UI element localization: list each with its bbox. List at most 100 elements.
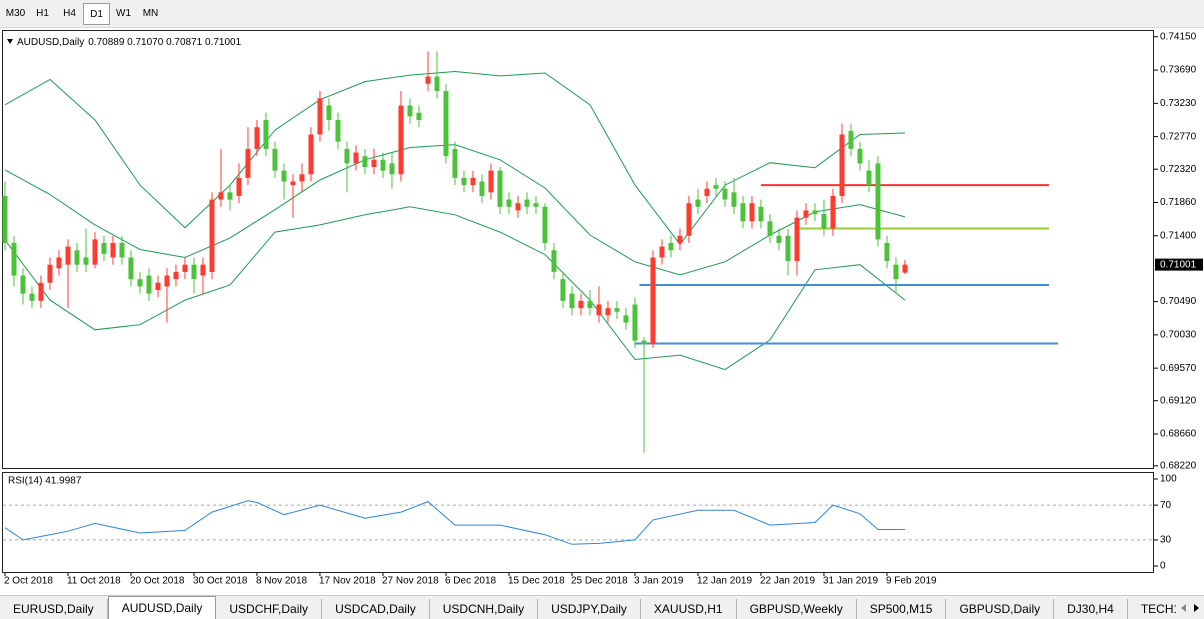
x-tick-label: 12 Jan 2019 — [697, 576, 752, 587]
y-tick-label: 0.71860 — [1160, 197, 1197, 208]
candle-body — [110, 242, 116, 258]
candle-body — [191, 264, 197, 280]
x-tick-label: 31 Jan 2019 — [823, 576, 878, 587]
candle-body — [56, 257, 62, 269]
chart-tab[interactable]: XAUUSD,H1 — [641, 599, 737, 619]
candle-body — [443, 91, 449, 157]
candle-body — [218, 192, 224, 200]
bollinger-lower — [4, 206, 906, 371]
candle-body — [11, 242, 17, 276]
tab-scroll[interactable] — [1176, 596, 1204, 619]
chart-tab[interactable]: DJ30,H4 — [1054, 599, 1128, 619]
scroll-left[interactable] — [1181, 604, 1186, 612]
candle-body — [902, 264, 908, 273]
candle-body — [596, 304, 602, 316]
candle-body — [650, 257, 656, 345]
candle-body — [452, 148, 458, 178]
candle-body — [182, 264, 188, 272]
candle-body — [551, 250, 557, 272]
candle-body — [416, 112, 422, 120]
candle-body — [893, 264, 899, 280]
chart-tab[interactable]: USDJPY,Daily — [538, 599, 641, 619]
candle-body — [758, 206, 764, 222]
y-tick-label: 0.71400 — [1160, 230, 1197, 241]
chart-tab[interactable]: GBPUSD,Weekly — [737, 599, 857, 619]
x-tick-label: 25 Dec 2018 — [571, 576, 628, 587]
timeframe-button[interactable]: W1 — [116, 7, 131, 19]
y-tick-label: 0.68660 — [1160, 429, 1197, 440]
candle-body — [704, 188, 710, 196]
chart-tab[interactable]: AUDUSD,Daily — [107, 596, 217, 619]
candle-body — [587, 300, 593, 309]
chart-tab[interactable]: EURUSD,Daily — [0, 599, 108, 619]
y-tick-label: 0.70030 — [1160, 330, 1197, 341]
x-tick-label: 2 Oct 2018 — [4, 576, 53, 587]
timeframe-button[interactable]: H1 — [36, 7, 49, 19]
candle-body — [695, 199, 701, 207]
candle-body — [209, 199, 215, 272]
candle-body — [767, 221, 773, 236]
candle-body — [578, 300, 584, 309]
y-tick-label: 70 — [1160, 500, 1172, 511]
candle-body — [830, 195, 836, 229]
y-tick-label: 0.73230 — [1160, 98, 1197, 109]
y-tick-label: 0 — [1160, 561, 1166, 572]
candle-body — [866, 170, 872, 186]
candle-body — [677, 235, 683, 243]
x-tick-label: 9 Feb 2019 — [886, 576, 937, 587]
candle-body — [488, 170, 494, 193]
y-tick-label: 0.72320 — [1160, 164, 1197, 175]
y-tick-label: 100 — [1160, 474, 1177, 485]
candle-body — [308, 134, 314, 175]
candle-body — [380, 159, 386, 171]
candle-body — [2, 195, 8, 243]
last-price-label: 0.71001 — [1160, 259, 1197, 270]
collapse-marker — [7, 39, 13, 44]
timeframe-button[interactable]: H4 — [63, 7, 76, 19]
candle-body — [686, 203, 692, 236]
chart-tab[interactable]: GBPUSD,Daily — [946, 599, 1055, 619]
candle-body — [281, 170, 287, 182]
candle-body — [785, 235, 791, 262]
chart-tabs: EURUSD,Daily AUDUSD,Daily USDCHF,Daily USDC… — [0, 595, 1204, 619]
chart-tab[interactable]: USDCHF,Daily — [216, 599, 323, 619]
candle-body — [749, 203, 755, 222]
chart-header: AUDUSD,Daily 0.70889 0.71070 0.70871 0.71… — [17, 37, 242, 48]
candle-body — [290, 181, 296, 186]
candle-body — [857, 148, 863, 164]
candle-body — [641, 340, 647, 345]
candle-body — [83, 257, 89, 265]
candle-body — [659, 246, 665, 258]
candle-body — [128, 257, 134, 280]
x-tick-label: 27 Nov 2018 — [382, 576, 439, 587]
candle-body — [875, 163, 881, 240]
candle-body — [668, 242, 674, 251]
candle-body — [812, 210, 818, 215]
timeframe-button[interactable]: MN — [142, 7, 159, 19]
timeframe-button[interactable]: M30 — [5, 7, 26, 19]
x-tick-label: 17 Nov 2018 — [319, 576, 376, 587]
candle-body — [542, 206, 548, 243]
chart-tab[interactable]: SP500,M15 — [857, 599, 947, 619]
chart-tab[interactable]: USDCNH,Daily — [430, 599, 539, 619]
chart-tab[interactable]: USDCAD,Daily — [322, 599, 430, 619]
candle-body — [254, 127, 260, 149]
scroll-right[interactable] — [1194, 604, 1199, 612]
candle-body — [74, 250, 80, 265]
candle-body — [497, 170, 503, 207]
candle-body — [731, 192, 737, 207]
x-tick-label: 11 Oct 2018 — [67, 576, 121, 587]
candle-body — [803, 210, 809, 218]
candle-body — [272, 148, 278, 171]
candle-body — [776, 235, 782, 243]
candle-body — [461, 177, 467, 186]
candle-body — [623, 315, 629, 323]
candle-body — [173, 271, 179, 280]
candle-body — [227, 192, 233, 200]
timeframe-button[interactable]: D1 — [83, 2, 110, 25]
rsi-panel — [2, 472, 1154, 573]
tab-scroll-arrows[interactable] — [1176, 596, 1204, 619]
